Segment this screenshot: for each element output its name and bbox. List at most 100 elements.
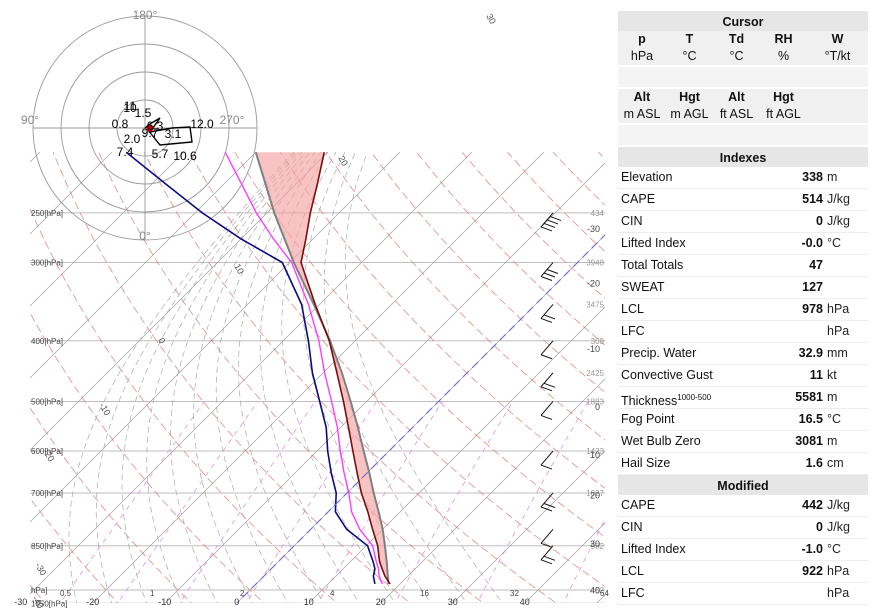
indexes-header: Indexes	[618, 147, 868, 167]
index-label: LCL	[621, 564, 644, 578]
index-row: CAPE 514 J/kg	[618, 189, 868, 211]
modified-row: CAPE 442 J/kg	[618, 495, 868, 517]
barb-flag	[540, 386, 553, 392]
index-row: Fog Point 16.5 °C	[618, 409, 868, 431]
index-row: LFC hPa	[618, 321, 868, 343]
dry-adiabat	[279, 151, 605, 489]
wind-barb	[540, 304, 556, 323]
index-row: SWEAT 127	[618, 277, 868, 299]
index-unit: °C	[827, 542, 842, 556]
pressure-label: 400[hPa]	[31, 337, 63, 346]
height-label: 434	[591, 209, 605, 218]
dewpoint-line	[125, 151, 376, 585]
indexes-table: Elevation 338 m CAPE 514 J/kg CIN 0 J/kg Lifted I…	[618, 167, 868, 475]
dry-adiabat	[30, 207, 338, 603]
right-temp-label: -10	[587, 344, 600, 354]
index-value: 0	[816, 214, 823, 228]
index-label: Fog Point	[621, 412, 675, 426]
barb-staff	[540, 545, 554, 561]
index-value: 442	[802, 498, 823, 512]
index-label: LFC	[621, 324, 645, 338]
isotherm-line	[452, 450, 605, 603]
height-label: 582	[591, 542, 605, 551]
mixing-ratio-line	[563, 518, 605, 603]
hodograph-marker	[146, 124, 154, 132]
temp-axis-label: 30	[448, 597, 458, 607]
hodograph-ring-label: 90°	[21, 113, 39, 127]
index-value: 978	[802, 302, 823, 316]
dry-adiabat	[52, 152, 411, 603]
index-label: CIN	[621, 214, 643, 228]
mixing-ratio-line	[179, 401, 316, 603]
dry-adiabat	[30, 407, 192, 603]
hodograph-trace	[144, 117, 193, 146]
isotherm-line	[164, 162, 605, 603]
barb-flag	[540, 542, 553, 548]
hodograph-ring-label: 0°	[139, 229, 151, 243]
pressure-label: 700[hPa]	[31, 489, 63, 498]
mixing-ratio-line	[117, 401, 259, 603]
mixing-ratio-label: 2	[240, 589, 245, 598]
right-temp-label: 30	[590, 539, 600, 549]
wind-barb	[540, 492, 556, 512]
index-value: 338	[802, 170, 823, 184]
adiabat-label: -30	[33, 561, 48, 577]
moist-adiabat	[259, 152, 360, 603]
wind-barb	[540, 212, 562, 232]
barb-flag	[546, 269, 559, 274]
index-label: Convective Gust	[621, 368, 713, 382]
index-unit: hPa	[827, 586, 850, 600]
hodograph-height-label: 1.5	[135, 106, 152, 120]
isotherm-line	[30, 151, 401, 523]
mixing-ratio-label: 4	[330, 589, 335, 598]
barb-flag	[540, 414, 553, 420]
dry-adiabat	[370, 151, 605, 393]
mixing-ratio-label: 64	[600, 589, 609, 598]
wind-barb	[540, 372, 556, 392]
pressure-label: 500[hPa]	[31, 397, 63, 406]
pressure-label: 600[hPa]	[31, 447, 63, 456]
mixing-ratio-label: 0.5	[60, 589, 72, 598]
hodograph-ring-label: 270°	[220, 113, 245, 127]
index-value: 922	[802, 564, 823, 578]
modified-table: CAPE 442 J/kg CIN 0 J/kg Lifted Index -1.0 °C LCL…	[618, 495, 868, 605]
cursor-head: Alt	[633, 90, 651, 104]
cursor-grid-2: Alt Hgt Alt Hgt m ASL m AGL ft ASL ft AG…	[618, 89, 868, 125]
index-value: 514	[802, 192, 823, 206]
cursor-head: Hgt	[773, 90, 794, 104]
modified-row: CIN 0 J/kg	[618, 517, 868, 539]
moist-adiabat	[170, 151, 306, 603]
height-label: 3475	[586, 300, 604, 309]
index-unit: J/kg	[827, 520, 850, 534]
index-unit: cm	[827, 456, 844, 470]
index-unit: hPa	[827, 324, 850, 338]
index-row: Lifted Index -0.0 °C	[618, 233, 868, 255]
barb-flag	[543, 222, 556, 228]
dry-adiabat	[234, 151, 605, 538]
hodograph-height-label: 9.7	[142, 126, 159, 140]
height-label: 1027	[586, 489, 604, 498]
hodograph-height-label: 11	[124, 99, 137, 113]
wind-barb	[540, 545, 556, 565]
index-value: 11	[809, 368, 823, 382]
cursor-unit: %	[777, 49, 790, 63]
barb-flag	[543, 555, 556, 561]
wind-barbs	[540, 212, 562, 565]
index-unit: hPa	[827, 564, 850, 578]
index-unit: J/kg	[827, 498, 850, 512]
index-value: 32.9	[798, 346, 823, 360]
isotherm-line	[30, 151, 473, 595]
index-value: 1.6	[805, 456, 823, 470]
pressure-label: hPa]	[31, 586, 47, 595]
hodograph-height-label: 2.0	[124, 132, 141, 146]
cursor-unit: m AGL	[670, 107, 709, 121]
moist-adiabat	[95, 151, 297, 603]
isotherm-line	[380, 378, 605, 603]
index-row: Convective Gust 11 kt	[618, 365, 868, 387]
index-unit: m	[827, 434, 838, 448]
index-unit	[826, 255, 868, 276]
dry-adiabat	[461, 151, 605, 299]
right-temp-label: 0	[595, 402, 600, 412]
cursor-head: T	[685, 32, 694, 46]
